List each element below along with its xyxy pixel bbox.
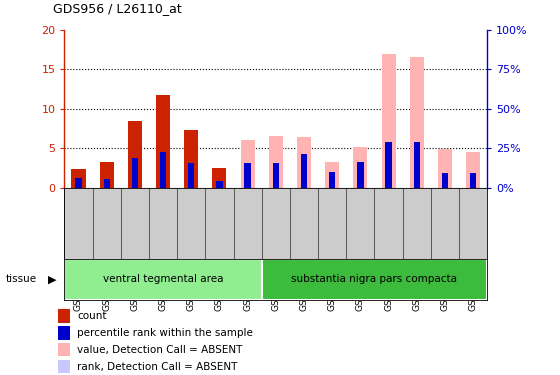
Bar — [212, 168, 226, 188]
Bar — [160, 152, 166, 188]
Bar — [245, 163, 251, 188]
Bar — [262, 259, 487, 300]
Text: ▶: ▶ — [48, 274, 56, 284]
Text: rank, Detection Call = ABSENT: rank, Detection Call = ABSENT — [77, 362, 237, 372]
Bar — [410, 57, 424, 188]
Text: percentile rank within the sample: percentile rank within the sample — [77, 328, 253, 338]
Bar — [72, 169, 86, 188]
Bar — [297, 137, 311, 188]
Bar — [381, 54, 395, 188]
Bar — [241, 140, 255, 188]
Text: substantia nigra pars compacta: substantia nigra pars compacta — [291, 274, 458, 284]
Bar — [470, 172, 476, 188]
Bar — [466, 152, 480, 188]
Bar — [325, 162, 339, 188]
Bar — [156, 94, 170, 188]
Bar — [438, 149, 452, 188]
Bar — [301, 154, 307, 188]
Bar — [329, 172, 335, 188]
Bar — [273, 163, 279, 188]
Bar — [58, 309, 69, 322]
Bar — [442, 172, 448, 188]
Bar — [184, 130, 198, 188]
Bar — [100, 162, 114, 188]
Text: GDS956 / L26110_at: GDS956 / L26110_at — [53, 2, 182, 15]
Bar — [216, 181, 222, 188]
Bar — [128, 122, 142, 188]
Bar — [269, 136, 283, 188]
Text: count: count — [77, 311, 106, 321]
Bar — [104, 179, 110, 188]
Text: ventral tegmental area: ventral tegmental area — [103, 274, 223, 284]
Bar — [156, 94, 170, 188]
Bar — [72, 169, 86, 188]
Bar — [58, 326, 69, 340]
Bar — [212, 168, 226, 188]
Bar — [58, 343, 69, 356]
Bar — [357, 162, 363, 188]
Text: tissue: tissue — [6, 274, 37, 284]
Bar — [414, 142, 420, 188]
Bar — [100, 162, 114, 188]
Text: value, Detection Call = ABSENT: value, Detection Call = ABSENT — [77, 345, 242, 355]
Bar — [132, 158, 138, 188]
Bar — [76, 178, 82, 188]
Bar — [385, 142, 391, 188]
Bar — [58, 360, 69, 374]
Bar — [64, 259, 262, 300]
Bar — [188, 163, 194, 188]
Bar — [353, 147, 367, 188]
Bar — [184, 130, 198, 188]
Bar — [128, 122, 142, 188]
